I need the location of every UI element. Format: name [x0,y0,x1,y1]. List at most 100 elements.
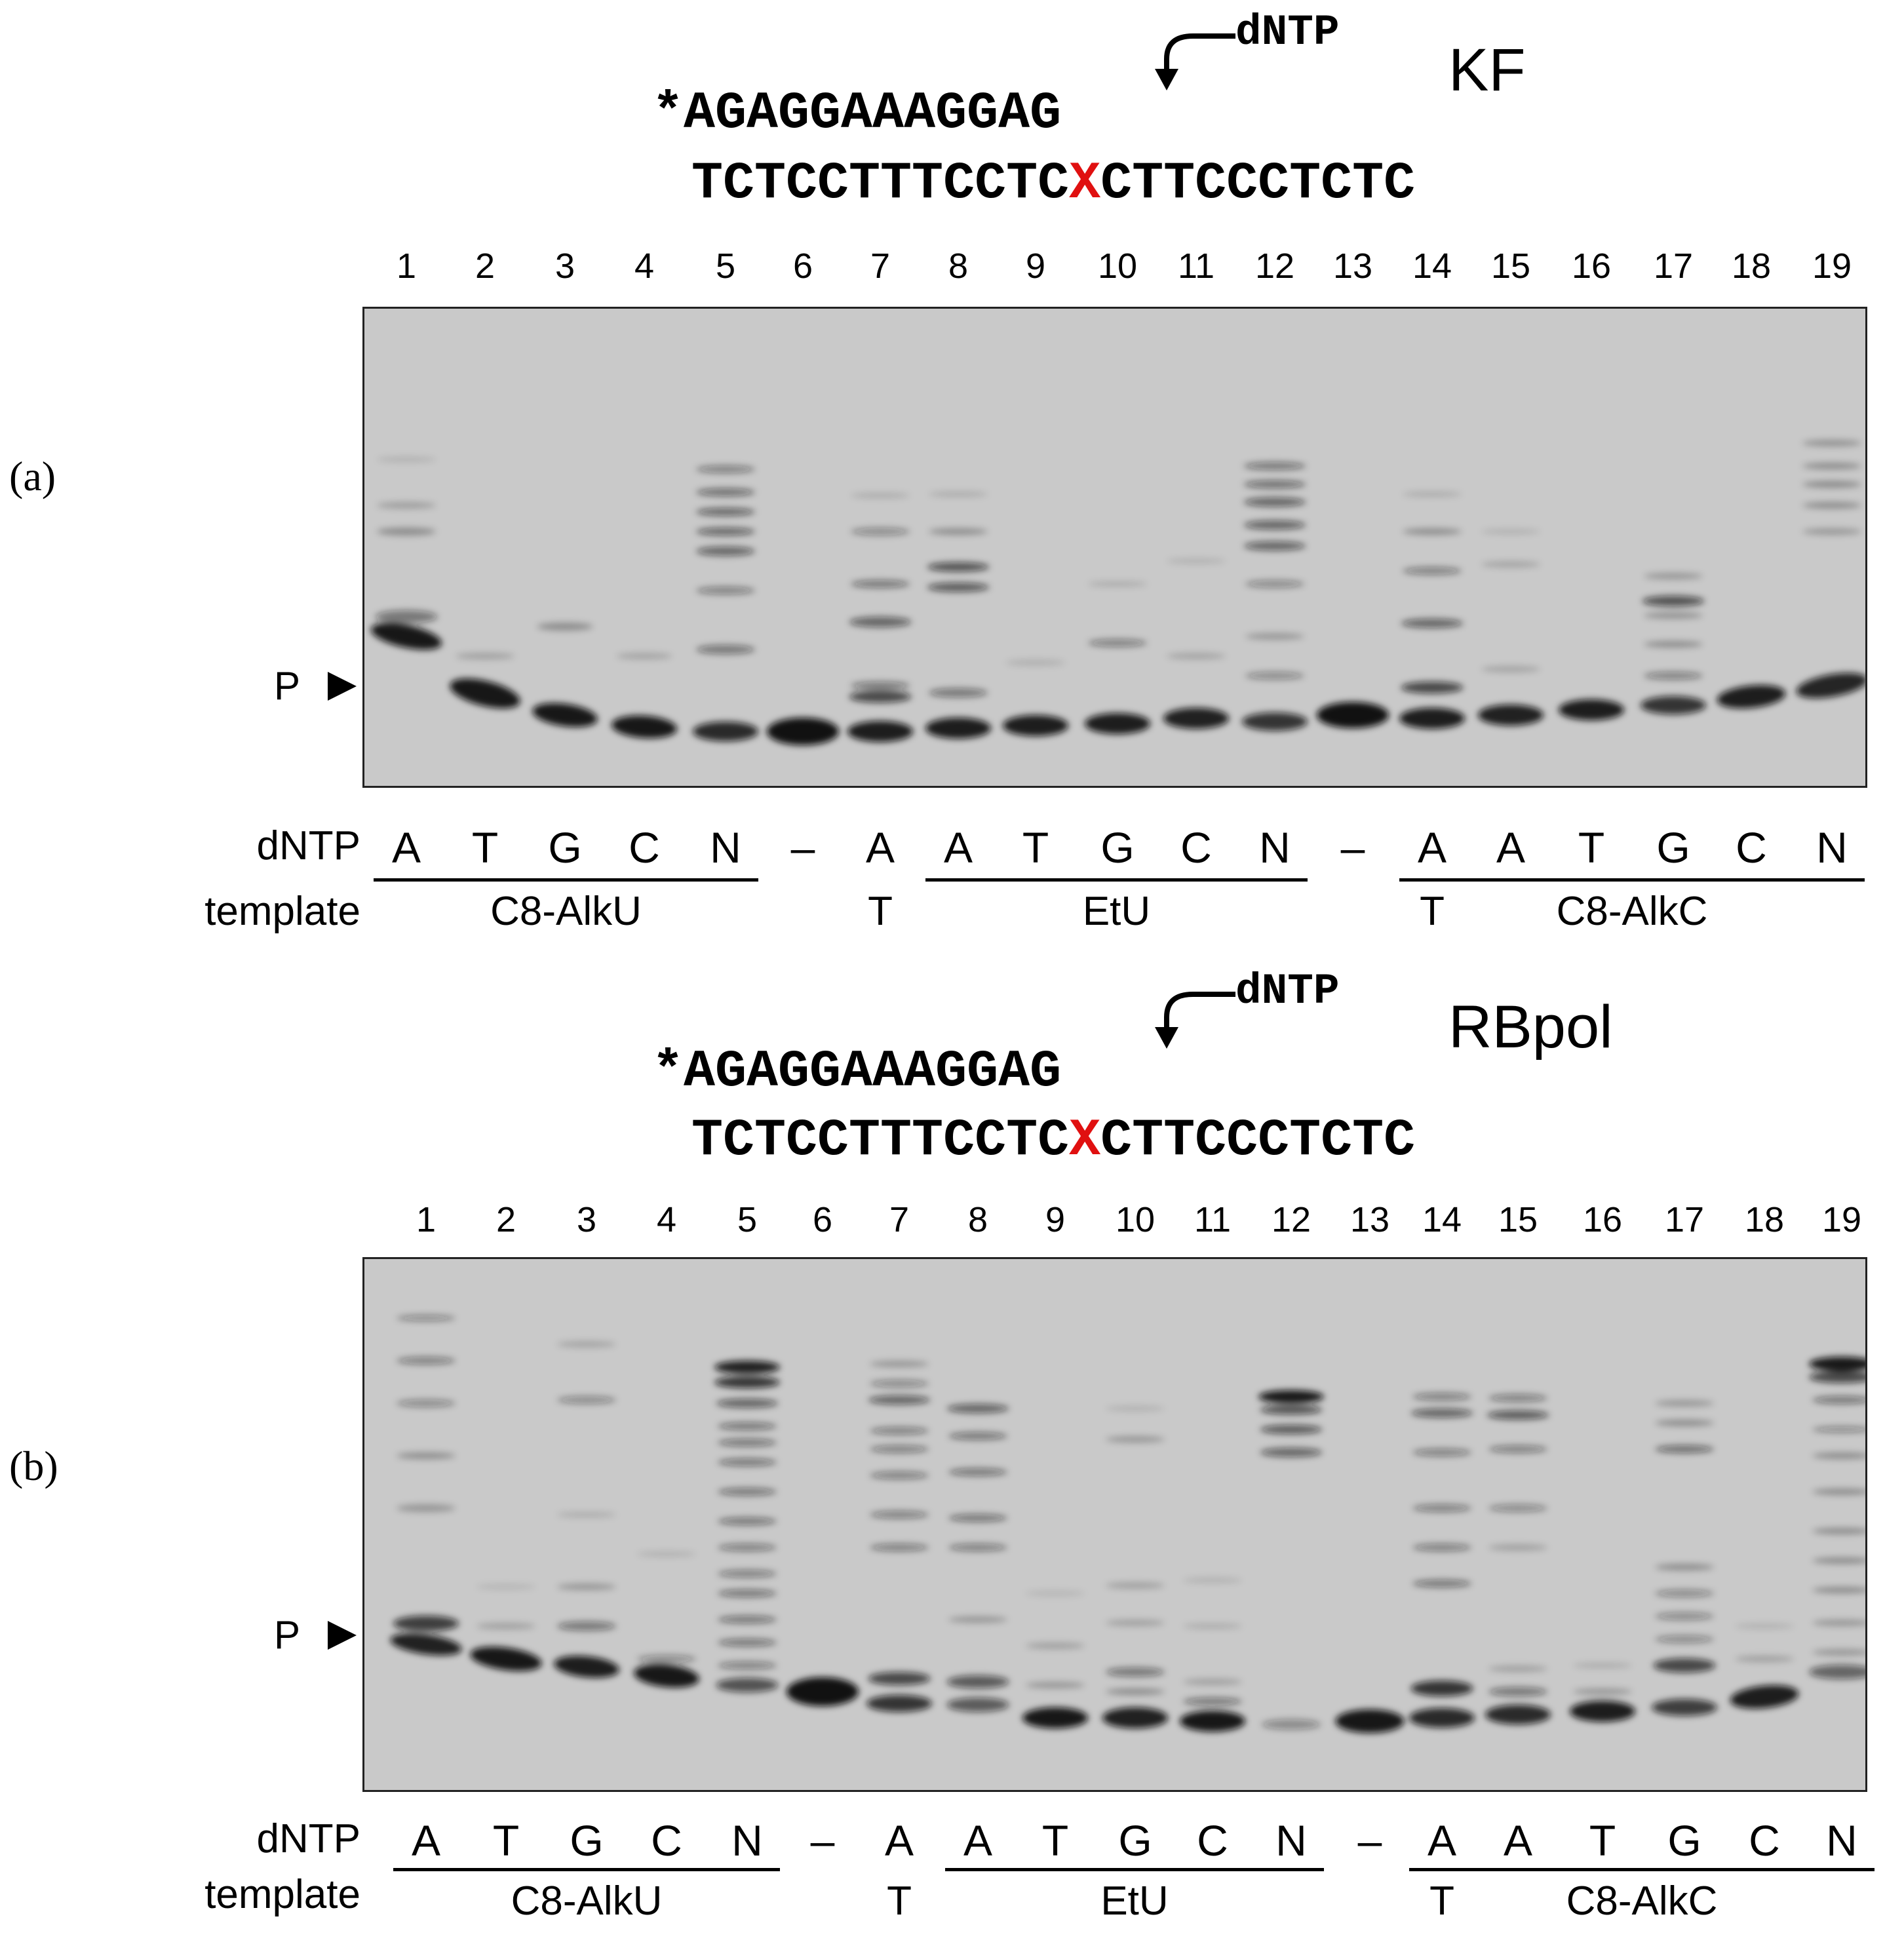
gel-band [1478,705,1544,726]
gel-band [1481,666,1540,672]
gel-band [476,1623,535,1629]
gel-band [925,718,991,739]
gel-band [929,528,988,535]
gel-band [693,722,758,741]
lane-number: 11 [1194,1200,1232,1239]
lane-number: 10 [1097,246,1138,286]
lane-number: 3 [554,246,575,286]
gel-band [1488,1445,1547,1453]
dntp-cell: – [1357,1816,1382,1865]
lane-number: 8 [967,1200,988,1239]
lane-number: 17 [1664,1200,1705,1239]
gel-image [362,1257,1867,1792]
gel-bands [390,1315,1865,1733]
gel-band [1796,672,1865,699]
modified-base-x: X [1069,154,1101,214]
template-group-label: EtU [1082,889,1151,934]
gel-band [1022,1707,1088,1728]
gel-band [847,721,913,742]
lane-number: 8 [948,246,969,286]
gel-band [1163,708,1229,729]
gel-band [1641,696,1706,714]
dntp-cell: G [1100,823,1135,872]
dntp-cell: N [710,823,741,872]
primer-position-arrow-icon [328,672,357,701]
gel-band [1655,1420,1714,1426]
lane-number: 12 [1271,1200,1311,1239]
gel-band [718,1458,777,1466]
incorporation-arrow-icon [1155,33,1235,90]
gel-band [557,1622,616,1631]
dntp-cell: C [1197,1816,1228,1865]
lane-number: 17 [1653,246,1694,286]
dntp-cell: T [1041,1816,1069,1865]
gel-image [362,307,1867,788]
gel-band [634,1664,699,1688]
gel-band [1812,1426,1865,1433]
gel-band [1088,581,1147,587]
gel-band [476,1584,535,1589]
gel-band [1809,1371,1865,1383]
dntp-arrow-label: dNTP [1235,967,1340,1016]
gel-band [1809,1357,1865,1371]
template-group-label: C8-AlkU [511,1878,663,1924]
panel-letter: (b) [9,1443,58,1489]
gel-band [397,1399,456,1407]
gel-band [718,1662,777,1669]
primer-position-label: P [274,664,301,708]
gel-band [1481,561,1540,568]
gel-band [1106,1436,1165,1443]
gel-band [718,1517,777,1525]
lane-number: 9 [1025,246,1046,286]
dntp-cell: N [1275,1816,1307,1865]
gel-band [1644,573,1703,579]
primer-position-label: P [274,1613,301,1657]
gel-band [696,587,755,594]
lane-number: 2 [495,1200,516,1239]
gel-band [1026,1591,1085,1596]
gel-band [1245,633,1304,640]
gel-band [1652,1699,1717,1716]
gel-band [532,703,598,728]
gel-band [557,1512,616,1517]
gel-band [948,1432,1007,1440]
gel-band [696,488,755,496]
panel-letter: (a) [9,453,56,499]
gel-band [450,678,520,709]
gel-band [1409,1708,1475,1728]
modified-base-x: X [1069,1111,1101,1171]
dntp-cell: A [1417,823,1447,872]
gel-band [377,457,436,462]
template-control-label: T [868,889,893,934]
gel-band [1317,702,1389,728]
dntp-cell: T [1578,823,1605,872]
dntp-cell: A [1496,823,1526,872]
lane-number: 2 [475,246,495,286]
gel-band [1262,1719,1321,1730]
gel-band [851,682,910,690]
lane-number: 15 [1498,1200,1538,1239]
lane-number: 14 [1422,1200,1462,1239]
lane-number: 16 [1571,246,1612,286]
lane-number: 1 [396,246,417,286]
dntp-cell: C [629,823,660,872]
gel-band [696,547,755,556]
gel-band [1167,653,1226,659]
gel-band [1401,682,1464,693]
lane-number: 13 [1350,1200,1390,1239]
gel-band [1655,1564,1714,1570]
gel-band [718,1422,777,1430]
gel-band [948,1544,1007,1551]
gel-band [554,1656,619,1678]
lane-number: 3 [576,1200,597,1239]
gel-band [870,1471,929,1479]
gel-band [868,1672,931,1685]
gel-band [948,1468,1007,1476]
gel-band [1399,708,1465,729]
lane-number: 18 [1731,246,1772,286]
dntp-cell: A [411,1816,441,1865]
gel-band [1003,715,1068,736]
gel-band [1802,528,1861,535]
dntp-cell: A [963,1816,993,1865]
gel-band [929,688,988,697]
